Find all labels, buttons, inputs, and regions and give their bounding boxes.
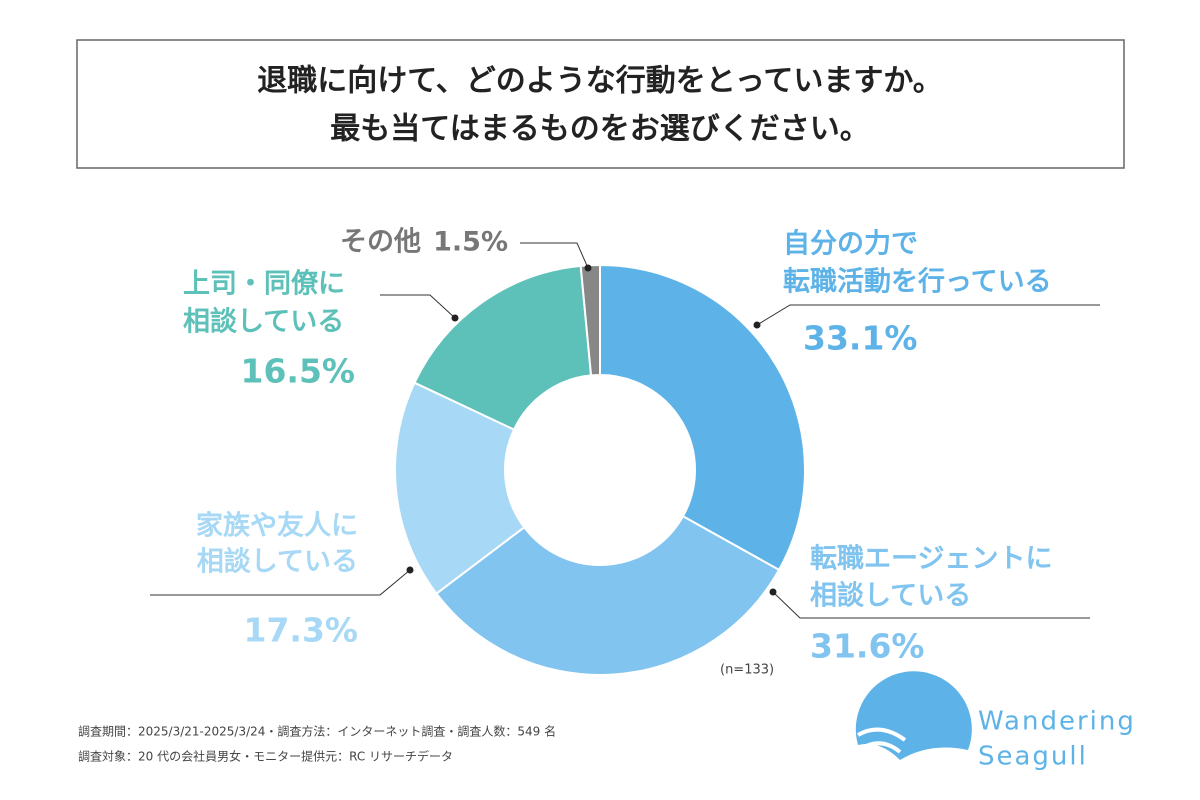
leader-line [150, 569, 411, 596]
leader-dot [584, 264, 592, 272]
donut-slice [435, 514, 781, 676]
slice-label: 上司・同僚に [183, 269, 345, 300]
donut-slice [394, 381, 526, 596]
title-line: 退職に向けて、どのような行動をとっていますか。 [257, 64, 943, 99]
value-label: 1.5% [433, 227, 508, 258]
leader-dot [406, 566, 414, 574]
logo-text: Seagull [978, 742, 1088, 772]
footnote: 調査期間：2025/3/21-2025/3/24・調査方法：インターネット調査・… [78, 724, 556, 739]
donut-slice [413, 264, 593, 431]
slice-label: 相談している [810, 580, 971, 612]
value-label: 16.5% [241, 352, 356, 391]
leader-dot [451, 314, 459, 322]
title-box [76, 39, 1125, 169]
donut-slice [599, 263, 806, 572]
logo-text: Wandering [978, 707, 1136, 737]
leader-dot [769, 588, 777, 596]
title-line: 最も当てはまるものをお選びください。 [330, 112, 869, 147]
slice-label: 相談している [183, 306, 344, 338]
slice-label: 相談している [197, 546, 358, 578]
slice-label: 転職エージェントに [810, 544, 1052, 575]
footnote: 調査対象：20 代の会社員男女・モニター提供元：RC リサーチデータ [78, 749, 453, 764]
leader-line [520, 242, 589, 269]
value-label: 33.1% [803, 319, 918, 358]
sample-note: (n=133) [720, 663, 774, 678]
leader-dot [753, 321, 761, 329]
slice-label: 転職活動を行っている [783, 266, 1052, 298]
value-label: 31.6% [810, 627, 925, 666]
logo: Wandering Seagull [855, 671, 1136, 772]
slice-label: 自分の力で [783, 228, 918, 260]
logo-mark [855, 671, 972, 760]
logo-waves [856, 727, 907, 766]
slice-label: その他 [340, 227, 421, 258]
leader-line [772, 591, 1090, 619]
leader-line [756, 304, 1100, 326]
value-label: 17.3% [244, 611, 359, 650]
slice-label: 家族や友人に [196, 510, 358, 542]
leader-line [380, 294, 456, 319]
